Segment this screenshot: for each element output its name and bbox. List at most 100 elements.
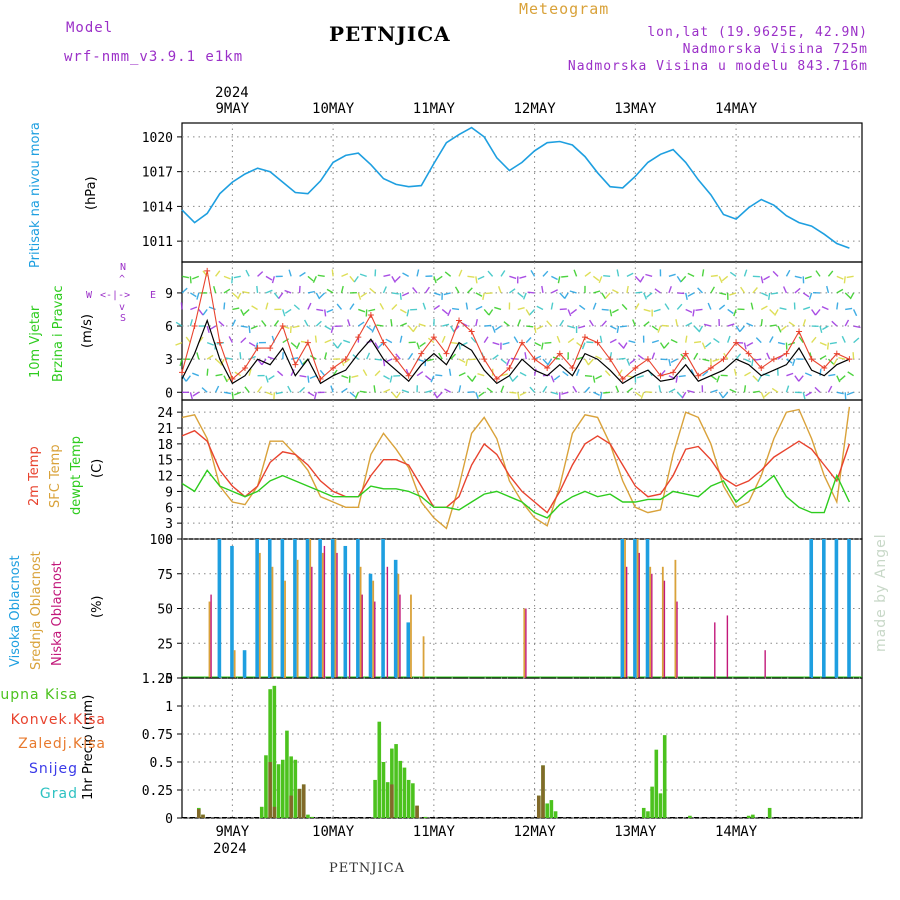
high-cloud-bar [393, 559, 398, 678]
mid-cloud-bar [523, 608, 526, 678]
wind-arrow [852, 309, 858, 317]
wind-arrow [383, 274, 391, 278]
wind-arrow [208, 306, 216, 311]
wind-arrow [599, 392, 603, 400]
wind-arrow [668, 286, 672, 294]
wind-arrow [376, 324, 384, 327]
wind-arrow [289, 325, 292, 334]
mid-cloud-bar [321, 552, 324, 678]
wind-arrow [444, 271, 452, 277]
wind-arrow [739, 325, 746, 332]
wind-arrow [426, 358, 435, 362]
wind-gust-point [682, 350, 689, 357]
wind-gust-point [468, 328, 475, 335]
wind-arrow [233, 275, 241, 279]
wind-gust-point [594, 339, 601, 346]
wind-arrow [341, 272, 349, 277]
wind-arrow [324, 339, 332, 344]
wind-arrow [287, 385, 292, 393]
wind-arrow [299, 375, 307, 378]
wind-arrow [517, 292, 524, 298]
wind-arrow [618, 342, 624, 349]
wind-arrow [374, 342, 380, 350]
wind-arrow [727, 335, 731, 343]
wind-arrow [290, 369, 295, 377]
wind-arrow [685, 322, 693, 327]
temp-tick-label-5: 15 [157, 454, 173, 469]
wind-arrow [595, 375, 603, 380]
wind-arrow [382, 359, 386, 367]
wind-arrow [508, 375, 514, 383]
wind-arrow [526, 325, 534, 328]
low-cloud-bar [676, 601, 678, 678]
wind-arrow [774, 309, 779, 316]
wind-arrow [517, 319, 522, 327]
total-rain-bar [280, 759, 285, 818]
wind-arrow [780, 325, 787, 332]
wind-arrow [358, 308, 366, 313]
wind-gust-point [443, 350, 450, 357]
wind-arrow [336, 342, 343, 349]
wind-arrow [425, 389, 433, 393]
wind-arrow [185, 375, 191, 382]
wind-arrow [716, 375, 720, 383]
wind-arrow [646, 292, 653, 298]
low-cloud-bar [651, 573, 653, 678]
wind-arrow [763, 391, 771, 398]
wind-arrow [378, 342, 384, 348]
wind-arrow [206, 341, 214, 346]
cloud-tick-label-3: 75 [157, 568, 173, 583]
wind-arrow [295, 342, 301, 350]
wind-arrow [359, 273, 367, 278]
wind-arrow [827, 385, 833, 393]
wind-arrow [794, 375, 800, 382]
wind-gust-point [581, 334, 588, 341]
wind-arrow [223, 288, 231, 294]
wind-arrow [544, 341, 552, 344]
wind-arrow [657, 325, 662, 333]
wind-arrow [218, 320, 225, 327]
wind-gust-point [695, 372, 702, 379]
wind-gust-point [707, 364, 714, 371]
wind-arrow [198, 309, 204, 316]
wind-arrow [202, 309, 208, 316]
wind-arrow [635, 291, 643, 294]
wind-gust-point [556, 350, 563, 357]
wind-arrow [475, 392, 479, 400]
wind-arrow [223, 275, 231, 280]
wind-arrow [754, 358, 762, 361]
top-day-label-1: 9MAY [216, 101, 250, 117]
wind-arrow [470, 336, 477, 344]
wind-arrow [248, 341, 256, 347]
wind-arrow [271, 276, 276, 284]
wind-arrow [180, 302, 183, 310]
wind-arrow [530, 270, 536, 277]
wind-gust-point [342, 356, 349, 363]
wind-arrow [430, 375, 435, 383]
wind-arrow [497, 286, 502, 294]
wind-arrow [525, 309, 531, 316]
wind-arrow [740, 286, 746, 294]
wind-gust-point [380, 339, 387, 346]
wind-arrow [406, 309, 410, 317]
wind-arrow [347, 319, 351, 327]
wind-arrow [444, 388, 451, 393]
wind-gust-point [619, 376, 626, 383]
wind-arrow [441, 308, 449, 315]
wind-arrow [374, 370, 381, 377]
wind-arrow [433, 304, 440, 311]
wind-arrow [373, 385, 376, 393]
total-rain-bar [553, 811, 558, 818]
wind-arrow [326, 308, 334, 313]
total-rain-bar [646, 811, 650, 818]
wind-arrow [836, 391, 844, 395]
wind-arrow [542, 358, 549, 365]
bottom-day-label-6: 14MAY [715, 824, 758, 840]
wind-arrow [391, 292, 399, 295]
temp-tick-label-0: 0 [165, 533, 173, 548]
wind-arrow [640, 392, 645, 400]
wind-arrow [819, 325, 823, 333]
total-rain-bar [276, 764, 281, 818]
wind-arrow [284, 289, 292, 294]
wind-arrow [760, 292, 768, 297]
